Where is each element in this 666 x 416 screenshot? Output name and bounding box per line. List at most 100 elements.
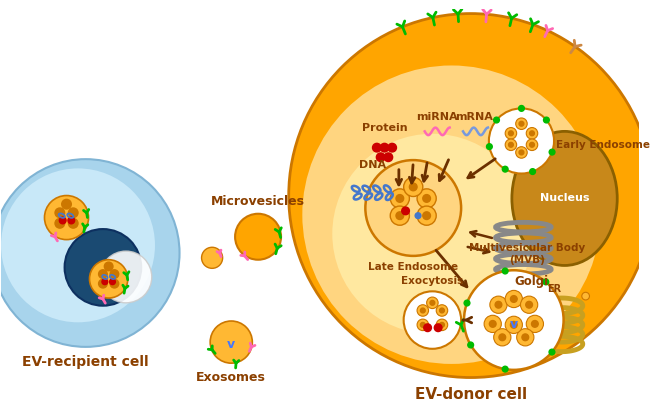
Circle shape — [515, 118, 527, 129]
Circle shape — [99, 280, 107, 288]
Circle shape — [1, 168, 155, 322]
Text: v: v — [509, 318, 518, 332]
Circle shape — [102, 279, 108, 285]
Text: miRNA: miRNA — [416, 112, 458, 122]
Circle shape — [420, 322, 425, 327]
Circle shape — [519, 106, 524, 111]
Circle shape — [69, 208, 78, 218]
Ellipse shape — [512, 131, 617, 265]
Circle shape — [110, 279, 115, 285]
Circle shape — [494, 329, 511, 346]
Text: Late Endosome: Late Endosome — [368, 262, 458, 272]
Circle shape — [430, 300, 435, 305]
Circle shape — [68, 217, 75, 224]
Circle shape — [525, 301, 533, 308]
Circle shape — [410, 183, 417, 191]
Circle shape — [510, 296, 517, 302]
Circle shape — [59, 217, 66, 224]
Circle shape — [0, 159, 180, 347]
Circle shape — [505, 128, 517, 139]
Circle shape — [529, 131, 534, 136]
Circle shape — [388, 144, 396, 152]
Circle shape — [110, 270, 119, 278]
Circle shape — [509, 142, 513, 147]
Circle shape — [517, 329, 534, 346]
Text: v: v — [227, 337, 235, 351]
Circle shape — [417, 206, 436, 225]
Circle shape — [289, 14, 653, 378]
Circle shape — [417, 189, 436, 208]
Circle shape — [55, 208, 65, 218]
Circle shape — [526, 128, 537, 139]
Circle shape — [415, 213, 421, 218]
Circle shape — [515, 147, 527, 158]
Circle shape — [499, 334, 505, 341]
Circle shape — [582, 292, 589, 300]
Circle shape — [502, 166, 508, 172]
Text: Protein: Protein — [362, 123, 408, 133]
Circle shape — [332, 134, 533, 334]
Circle shape — [549, 149, 555, 155]
Circle shape — [62, 199, 71, 209]
Text: mRNA: mRNA — [456, 112, 494, 122]
Circle shape — [404, 177, 423, 196]
Circle shape — [89, 260, 128, 298]
Text: Multivesicular Body
(MVB): Multivesicular Body (MVB) — [469, 243, 585, 265]
Circle shape — [505, 139, 517, 151]
Circle shape — [440, 308, 444, 313]
Circle shape — [100, 251, 152, 303]
Circle shape — [489, 109, 554, 173]
Circle shape — [55, 218, 65, 228]
Circle shape — [396, 212, 404, 220]
Circle shape — [404, 291, 461, 349]
Circle shape — [502, 268, 508, 274]
Circle shape — [464, 300, 470, 306]
Circle shape — [531, 321, 538, 327]
Circle shape — [390, 206, 410, 225]
Circle shape — [490, 296, 507, 313]
Text: Early Endosome: Early Endosome — [556, 140, 650, 150]
Text: EV-recipient cell: EV-recipient cell — [23, 354, 149, 369]
Circle shape — [494, 117, 500, 123]
Circle shape — [526, 139, 537, 151]
Circle shape — [509, 131, 513, 136]
Text: EV-donor cell: EV-donor cell — [415, 387, 527, 402]
Circle shape — [436, 305, 448, 316]
Circle shape — [440, 322, 444, 327]
Circle shape — [505, 290, 522, 307]
Circle shape — [372, 144, 381, 152]
Circle shape — [519, 150, 524, 155]
Circle shape — [417, 319, 428, 331]
Circle shape — [65, 229, 141, 306]
Circle shape — [490, 321, 496, 327]
Circle shape — [402, 207, 410, 215]
Circle shape — [376, 153, 385, 161]
Text: ER: ER — [547, 284, 561, 294]
Circle shape — [424, 324, 432, 332]
Circle shape — [423, 195, 430, 202]
Text: Nucleus: Nucleus — [540, 193, 589, 203]
Circle shape — [45, 196, 89, 240]
Circle shape — [519, 121, 524, 126]
Circle shape — [549, 349, 555, 355]
Circle shape — [110, 280, 119, 288]
Circle shape — [468, 342, 474, 348]
Circle shape — [427, 297, 438, 309]
Circle shape — [487, 144, 492, 149]
Circle shape — [69, 218, 78, 228]
Circle shape — [384, 153, 393, 161]
Text: Golgi: Golgi — [514, 275, 548, 288]
Circle shape — [484, 315, 501, 332]
Circle shape — [526, 315, 543, 332]
Circle shape — [235, 214, 281, 260]
Circle shape — [380, 144, 389, 152]
Circle shape — [495, 301, 501, 308]
Circle shape — [396, 195, 404, 202]
Circle shape — [390, 189, 410, 208]
Circle shape — [366, 160, 461, 256]
Text: Exocytosis: Exocytosis — [401, 275, 464, 285]
Circle shape — [543, 117, 549, 123]
Circle shape — [105, 262, 113, 271]
Circle shape — [202, 247, 222, 268]
Circle shape — [210, 321, 252, 363]
